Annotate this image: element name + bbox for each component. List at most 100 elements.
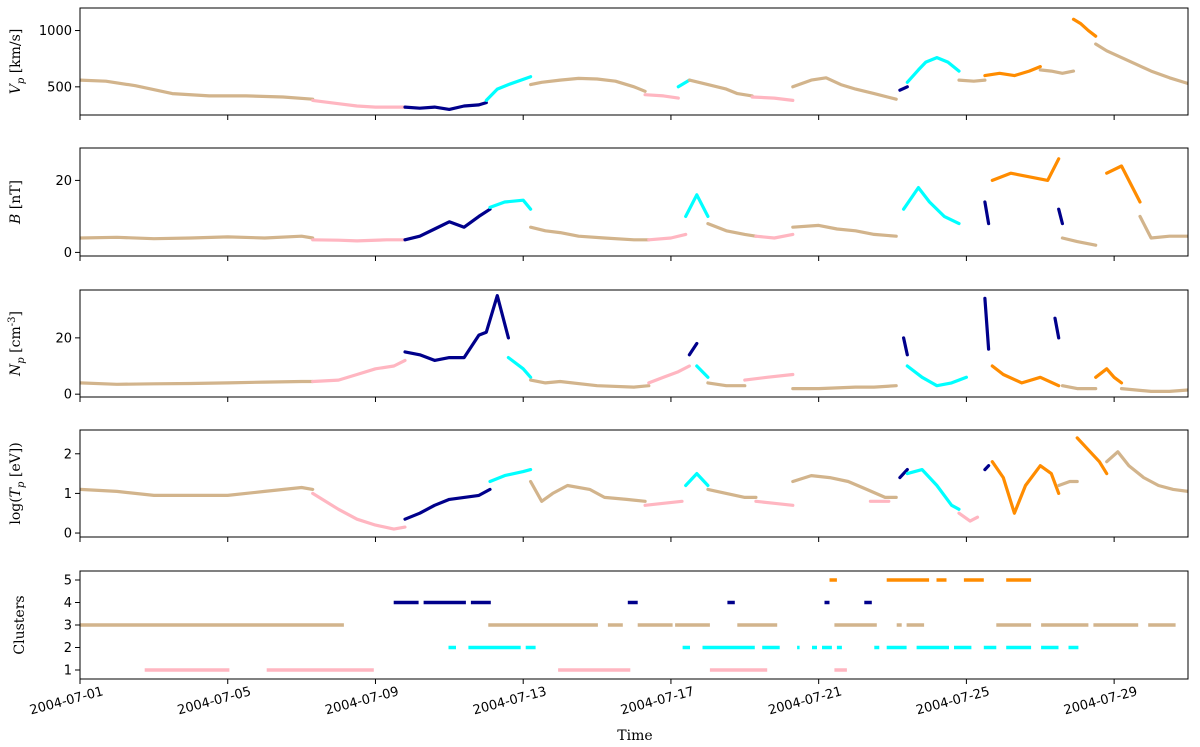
series-tp-cluster-4 bbox=[403, 487, 492, 521]
x-tick-label: 2004-07-21 bbox=[767, 684, 844, 718]
panel-b-frame bbox=[79, 147, 1189, 257]
series-b-cluster-2 bbox=[684, 193, 710, 218]
series-vp-cluster-3 bbox=[528, 76, 647, 93]
series-b-cluster-1 bbox=[754, 232, 795, 240]
x-tick-label: 2004-07-29 bbox=[1062, 684, 1139, 718]
x-tick-label: 2004-07-13 bbox=[471, 684, 548, 718]
series-b-cluster-3 bbox=[1060, 236, 1098, 247]
series-tp-cluster-4 bbox=[898, 468, 909, 480]
clusters-y-label: Clusters bbox=[12, 595, 28, 654]
series-tp-cluster-2 bbox=[905, 468, 961, 511]
series-np-cluster-1 bbox=[743, 372, 795, 382]
series-vp-cluster-2 bbox=[484, 75, 533, 103]
x-tick-label: 2004-07-01 bbox=[28, 684, 105, 718]
series-b-cluster-3 bbox=[706, 222, 758, 238]
panel-clusters: 1 2 3 4 5 Clusters bbox=[12, 570, 1189, 684]
series-tp-cluster-1 bbox=[754, 499, 795, 507]
panel-vp-frame bbox=[79, 7, 1189, 116]
series-np-cluster-2 bbox=[695, 364, 710, 379]
series-tp-cluster-3 bbox=[706, 487, 758, 499]
series-vp-cluster-2 bbox=[676, 78, 692, 89]
series-tp-cluster-4 bbox=[983, 464, 991, 472]
x-tick-label: 2004-07-05 bbox=[176, 684, 253, 718]
series-vp-cluster-2 bbox=[905, 55, 961, 84]
series-np-cluster-2 bbox=[905, 364, 969, 388]
panel-vp: 500 1000 Vp [km/s] bbox=[8, 7, 1189, 120]
series-np-cluster-3 bbox=[80, 379, 315, 386]
series-b-cluster-1 bbox=[647, 232, 688, 242]
series-np-cluster-4 bbox=[403, 294, 510, 362]
series-tp-cluster-5 bbox=[990, 460, 1061, 515]
series-np-cluster-5 bbox=[990, 364, 1061, 388]
panel-tp-frame bbox=[79, 429, 1189, 538]
series-tp-cluster-3 bbox=[80, 485, 315, 497]
panel-tp: 0 1 2 log(Tp [eV]) bbox=[8, 429, 1189, 542]
series-tp-cluster-3 bbox=[1057, 479, 1079, 488]
b-y-label: B [nT] bbox=[8, 180, 24, 225]
panel-tp-series bbox=[80, 436, 1188, 531]
tp-y-tick-label: 2 bbox=[64, 447, 72, 462]
x-tick-label: 2004-07-25 bbox=[915, 684, 992, 718]
panel-b: 0 20 B [nT] bbox=[8, 147, 1189, 261]
series-np-cluster-3 bbox=[791, 384, 898, 391]
x-axis: 2004-07-01 2004-07-05 2004-07-09 2004-07-13… bbox=[28, 684, 1139, 718]
series-b-cluster-3 bbox=[791, 223, 898, 238]
series-b-cluster-3 bbox=[1138, 214, 1188, 240]
series-tp-cluster-1 bbox=[311, 491, 407, 531]
series-np-cluster-4 bbox=[1053, 316, 1061, 340]
series-b-cluster-1 bbox=[311, 238, 407, 243]
x-tick-label: 2004-07-09 bbox=[324, 684, 401, 718]
np-y-label: Np [cm-3] bbox=[7, 311, 27, 377]
series-np-cluster-4 bbox=[687, 341, 699, 357]
series-np-cluster-5 bbox=[1094, 367, 1124, 385]
b-y-tick-label: 20 bbox=[55, 174, 72, 189]
series-b-cluster-4 bbox=[1057, 207, 1065, 226]
series-tp-cluster-2 bbox=[488, 468, 533, 484]
series-vp-cluster-3 bbox=[1094, 42, 1188, 86]
b-y-tick-label: 0 bbox=[64, 246, 72, 261]
series-np-cluster-3 bbox=[1119, 387, 1188, 393]
x-axis-label: Time bbox=[617, 728, 652, 744]
series-tp-cluster-1 bbox=[643, 499, 684, 507]
panel-np: 0 20 Np [cm-3] bbox=[7, 289, 1189, 403]
vp-y-tick-label: 500 bbox=[47, 80, 72, 95]
series-np-cluster-3 bbox=[528, 378, 651, 389]
series-vp-cluster-1 bbox=[643, 93, 680, 100]
clusters-y-tick-label: 4 bbox=[64, 596, 72, 611]
series-b-cluster-4 bbox=[403, 207, 492, 242]
clusters-y-tick-label: 1 bbox=[64, 664, 72, 679]
series-np-cluster-4 bbox=[901, 336, 909, 357]
clusters-y-tick-label: 3 bbox=[64, 619, 72, 634]
series-tp-cluster-5 bbox=[1075, 436, 1109, 476]
series-np-cluster-1 bbox=[647, 364, 692, 385]
tp-y-label: log(Tp [eV]) bbox=[8, 442, 27, 524]
series-np-cluster-3 bbox=[706, 381, 747, 388]
series-vp-cluster-1 bbox=[311, 98, 407, 109]
panel-vp-series bbox=[80, 17, 1188, 112]
panel-b-series bbox=[80, 157, 1188, 247]
series-tp-cluster-1 bbox=[957, 511, 980, 523]
vp-y-tick-label: 1000 bbox=[39, 24, 72, 39]
series-b-cluster-3 bbox=[80, 234, 315, 241]
series-vp-cluster-5 bbox=[1071, 17, 1098, 38]
series-np-cluster-3 bbox=[1060, 384, 1098, 391]
vp-y-label: Vp [km/s] bbox=[8, 29, 27, 95]
series-b-cluster-5 bbox=[1105, 164, 1142, 204]
series-tp-cluster-2 bbox=[684, 472, 710, 488]
series-np-cluster-4 bbox=[983, 296, 991, 351]
tp-y-tick-label: 0 bbox=[64, 527, 72, 542]
series-vp-cluster-3 bbox=[1038, 68, 1076, 75]
x-tick-label: 2004-07-17 bbox=[619, 684, 696, 718]
clusters-y-tick-label: 2 bbox=[64, 641, 72, 656]
series-vp-cluster-1 bbox=[750, 95, 795, 103]
panels-layer: 500 1000 Vp [km/s] 0 20 B [nT] 0 20 Np [cm-3] 0 1 2… bbox=[7, 7, 1189, 684]
series-tp-cluster-3 bbox=[1105, 450, 1188, 494]
panel-np-frame bbox=[79, 289, 1189, 398]
np-y-tick-label: 0 bbox=[64, 388, 72, 403]
series-b-cluster-2 bbox=[901, 186, 961, 226]
tp-y-tick-label: 1 bbox=[64, 487, 72, 502]
series-b-cluster-3 bbox=[528, 225, 651, 242]
series-b-cluster-4 bbox=[983, 200, 991, 226]
series-vp-cluster-3 bbox=[687, 78, 754, 98]
